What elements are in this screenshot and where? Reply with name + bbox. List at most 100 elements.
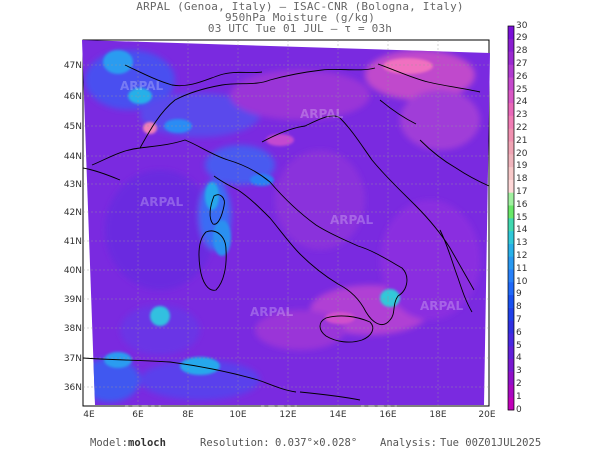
colorbar-segment [508,269,514,283]
colorbar-segment [508,320,514,334]
colorbar-segment [508,77,514,91]
colorbar-tick-label: 28 [516,46,528,57]
colorbar-tick-label: 5 [516,340,522,351]
colorbar-segment [508,26,514,40]
colorbar-segment [508,282,514,296]
colorbar-tick-label: 14 [516,225,528,236]
lon-label: 20E [478,410,496,420]
gridlines [83,40,489,406]
analysis-value: Tue 00Z01JUL2025 [440,437,542,449]
watermark-text: ARPAL [300,107,344,121]
moisture-field [82,40,490,405]
lon-label: 18E [429,410,447,420]
lat-label: 41N [63,237,82,247]
lat-label: 36N [63,383,82,393]
colorbar-tick-label: 18 [516,174,528,185]
model-value: moloch [128,437,166,449]
resolution-value: 0.037°×0.028° [275,437,358,449]
model-label: Model: [90,437,128,449]
colorbar-segment [508,256,514,270]
colorbar-segment [508,371,514,385]
watermark-text: ARPAL [250,305,294,319]
colorbar-tick-label: 4 [516,353,522,364]
lon-label: 12E [279,410,297,420]
colorbar-tick-label: 7 [516,314,522,325]
lon-label: 8E [182,410,194,420]
header-title-line: ARPAL (Genoa, Italy) — ISAC-CNR (Bologna… [136,0,464,13]
lat-label: 42N [63,208,82,218]
colorbar-segment [508,51,514,65]
colorbar-segment [508,38,514,52]
colorbar-segment [508,243,514,257]
colorbar-segment [508,346,514,360]
colorbar-tick-label: 11 [516,263,528,274]
colorbar-tick-label: 8 [516,302,522,313]
lat-label: 43N [63,180,82,190]
colorbar-tick-label: 17 [516,186,528,197]
colorbar-segment [508,218,514,232]
colorbar-segment [508,358,514,372]
colorbar-tick-label: 10 [516,276,528,287]
resolution-label: Resolution: [200,437,270,449]
watermark-text: ARPAL [420,299,464,313]
colorbar-segment [508,115,514,129]
colorbar-segment [508,102,514,116]
colorbar-tick-label: 29 [516,33,528,44]
header-variable-line: 950hPa Moisture (g/kg) [224,11,376,24]
lat-label: 47N [63,61,82,71]
colorbar-segment [508,397,514,411]
colorbar-tick-label: 27 [516,58,528,69]
watermarks: ARPAL ARPAL ARPAL ARPAL ARPAL ARPAL ARPA… [120,79,464,417]
lon-label: 6E [132,410,144,420]
watermark-text: ARPAL [358,403,402,417]
colorbar-tick-label: 15 [516,212,528,223]
colorbar-tick-label: 30 [516,20,528,31]
colorbar-segment [508,128,514,142]
lon-label: 10E [229,410,247,420]
colorbar-segment [508,141,514,155]
colorbar-tick-label: 21 [516,135,528,146]
colorbar-frame [507,25,515,411]
watermark-text: ARPAL [122,403,166,417]
colorbar-tick-label: 25 [516,84,528,95]
lon-label: 4E [83,410,95,420]
colorbar-segment [508,230,514,244]
colorbar-segment [508,166,514,180]
colorbar-tick-label: 13 [516,238,528,249]
colorbar-tick-label: 16 [516,199,528,210]
colorbar-tick-label: 2 [516,378,522,389]
watermark-text: ARPAL [140,195,184,209]
analysis-label: Analysis: [380,437,437,449]
colorbar-tick-label: 22 [516,122,528,133]
colorbar-tick-label: 12 [516,250,528,261]
watermark-text: ARPAL [120,79,164,93]
lat-label: 38N [63,324,82,334]
lat-label: 44N [63,152,82,162]
colorbar-segment [508,90,514,104]
lon-label: 14E [329,410,347,420]
colorbar-tick-label: 0 [516,404,522,415]
colorbar-segment [508,384,514,398]
colorbar [507,25,515,411]
watermark-text: ARPAL [258,403,302,417]
colorbar-segment [508,205,514,219]
coastlines [82,63,490,401]
lat-label: 39N [63,295,82,305]
lat-label: 45N [63,122,82,132]
lat-label: 46N [63,92,82,102]
watermark-text: ARPAL [330,213,374,227]
colorbar-segment [508,179,514,193]
colorbar-tick-label: 9 [516,289,522,300]
colorbar-tick-label: 6 [516,327,522,338]
colorbar-segment [508,333,514,347]
colorbar-tick-label: 24 [516,97,528,108]
colorbar-segment [508,307,514,321]
lat-label: 37N [63,354,82,364]
lat-label: 40N [63,266,82,276]
colorbar-tick-label: 23 [516,110,528,121]
header-time-line: 03 UTC Tue 01 JUL — τ = 03h [207,22,393,35]
colorbar-segment [508,192,514,206]
colorbar-tick-label: 19 [516,161,528,172]
colorbar-segment [508,294,514,308]
